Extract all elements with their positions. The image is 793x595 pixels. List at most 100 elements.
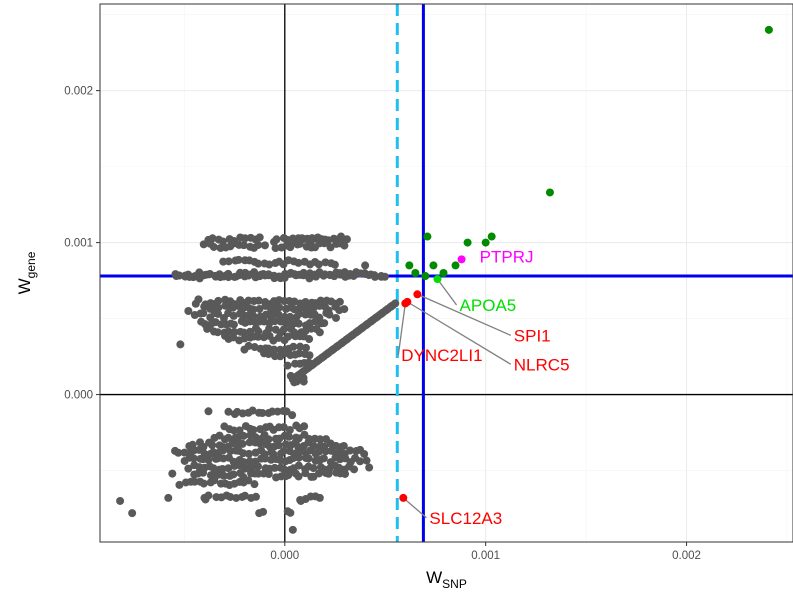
highlighted-gene-point [481, 238, 490, 247]
gene-point [274, 441, 283, 450]
gene-point [244, 271, 253, 280]
gene-point [283, 361, 292, 370]
gene-point [175, 480, 184, 489]
gene-point [189, 454, 198, 463]
gene-point [218, 465, 227, 474]
gene-point [184, 306, 193, 315]
highlighted-gene-point [487, 232, 496, 241]
gene-point [224, 433, 233, 442]
leader-lines [397, 278, 512, 519]
highlighted-gene-point [439, 269, 448, 277]
gene-point [200, 302, 209, 311]
panel-border [99, 3, 793, 543]
gene-point [238, 439, 247, 448]
gene-point [199, 479, 208, 488]
gene-point [295, 309, 304, 318]
gene-point [364, 271, 373, 280]
x-tick-label: 0.002 [672, 550, 701, 562]
gene-point [249, 305, 258, 314]
gene-point [168, 469, 177, 478]
gene-point [224, 464, 233, 473]
highlighted-gene-point [411, 269, 420, 277]
gene-point [346, 446, 355, 455]
gene-point [307, 234, 316, 243]
gene-point [296, 496, 305, 505]
leader-line [417, 293, 512, 336]
gene-point [224, 273, 233, 282]
gene-point [209, 242, 218, 251]
gene-point [294, 472, 303, 481]
gene-point [284, 432, 293, 441]
gene-point [229, 426, 238, 435]
gene-point [320, 235, 329, 244]
gene-point [279, 447, 288, 456]
gene-point [226, 492, 235, 501]
leader-line [406, 301, 512, 365]
gene-point [244, 476, 253, 485]
point-label: DYNC2LI1 [401, 346, 482, 365]
gene-point [377, 272, 386, 281]
leader-line [436, 278, 458, 306]
gene-point [229, 470, 238, 479]
gene-point [332, 313, 341, 322]
gene-point [199, 240, 208, 249]
gene-point [314, 469, 323, 478]
highlighted-gene-point [413, 290, 422, 299]
point-label: SPI1 [514, 326, 551, 345]
gene-point [275, 303, 284, 312]
y-tick-label: 0.000 [64, 390, 93, 402]
gene-point [195, 445, 204, 454]
gene-point [265, 260, 274, 269]
gene-point [164, 493, 173, 502]
point-label: APOA5 [460, 296, 517, 315]
gene-point [270, 345, 279, 354]
highlighted-gene-point [405, 261, 414, 270]
gene-point [128, 509, 137, 518]
gene-point [356, 457, 365, 466]
gene-point [240, 491, 249, 500]
axis-ticks: 0.000 0.001 0.002 0.000 0.001 0.002 [64, 86, 701, 562]
gene-point [229, 311, 238, 320]
gene-point [286, 312, 295, 321]
gene-point [261, 454, 270, 463]
gene-point [337, 232, 346, 241]
gene-point [325, 310, 334, 319]
gene-point [285, 447, 294, 456]
gene-point [184, 464, 193, 473]
gene-point [301, 343, 310, 352]
gene-point [301, 297, 310, 306]
gene-point [264, 270, 273, 279]
gene-point [314, 260, 323, 269]
gene-point [304, 454, 313, 463]
gene-point [254, 259, 263, 268]
background-points [116, 232, 400, 534]
gene-point [244, 449, 253, 458]
gene-point [260, 241, 269, 250]
gene-point [241, 234, 250, 243]
gene-point [270, 274, 279, 283]
gene-point [253, 462, 262, 471]
gene-point [214, 309, 223, 318]
gene-point [250, 480, 259, 489]
gene-point [320, 319, 329, 328]
gene-point [224, 407, 233, 416]
gene-point [270, 463, 279, 472]
gene-point [299, 271, 308, 280]
gene-point [294, 319, 303, 328]
gene-point [172, 272, 181, 281]
gene-point [285, 269, 294, 278]
gene-point [294, 453, 303, 462]
gene-point [204, 407, 213, 416]
point-label: PTPRJ [480, 247, 534, 266]
gene-point [288, 525, 297, 534]
gene-point [330, 260, 339, 269]
gene-point [180, 448, 189, 457]
gene-point [365, 463, 374, 472]
gene-point [282, 407, 291, 416]
gene-point [254, 296, 263, 305]
gene-point [116, 496, 125, 505]
gene-point [219, 446, 228, 455]
point-labels: PTPRJ APOA5 SPI1 NLRC5 DYNC2LI1 SLC12A3 [401, 247, 569, 527]
gene-point [239, 431, 248, 440]
